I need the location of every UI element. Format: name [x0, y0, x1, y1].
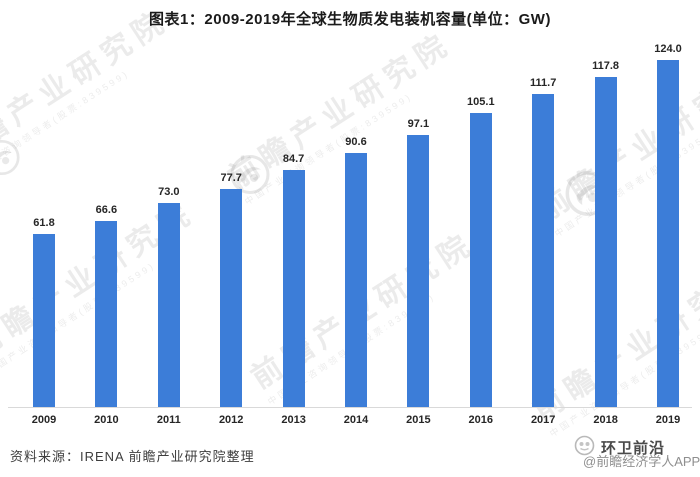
- bar-2017: [532, 94, 555, 407]
- bar-value-label: 77.7: [220, 172, 242, 184]
- x-axis-label: 2009: [31, 414, 57, 426]
- bar-2014: [345, 153, 367, 407]
- bar-2010: [95, 221, 118, 407]
- x-axis-label: 2012: [218, 414, 244, 426]
- x-axis-label: 2019: [655, 414, 681, 426]
- x-axis-label: 2015: [406, 414, 431, 426]
- bar-value-label: 84.7: [282, 153, 305, 165]
- bar-2013: [282, 170, 305, 407]
- bar-2016: [469, 113, 492, 407]
- bar-2009: [33, 234, 55, 407]
- bar-value-label: 66.6: [95, 204, 118, 216]
- bar-value-label: 61.8: [33, 217, 55, 229]
- x-axis-label: 2014: [343, 414, 369, 426]
- bar-2018: [594, 77, 617, 407]
- x-axis-label: 2011: [156, 414, 181, 426]
- app-credit: @前瞻经济学人APP: [583, 454, 700, 469]
- bar-2011: [157, 203, 180, 407]
- x-axis-label: 2013: [281, 414, 306, 426]
- bar-2012: [220, 189, 243, 407]
- account-watermark: 环卫前沿: [601, 440, 666, 457]
- x-axis-line: [8, 407, 692, 408]
- bar-value-label: 105.1: [467, 96, 495, 108]
- x-axis-label: 2016: [468, 414, 494, 426]
- account-avatar-icon: [574, 435, 595, 461]
- bar-2015: [407, 135, 430, 407]
- bar-value-label: 97.1: [407, 118, 430, 130]
- bar-2019: [657, 60, 679, 407]
- bar-value-label: 117.8: [592, 60, 620, 72]
- x-axis-label: 2010: [94, 414, 119, 426]
- bar-value-label: 124.0: [654, 43, 682, 55]
- page-title: 图表1：2009-2019年全球生物质发电装机容量(单位：GW): [149, 11, 551, 28]
- bar-value-label: 111.7: [530, 77, 557, 89]
- bar-value-label: 73.0: [158, 186, 180, 198]
- source-note: 资料来源：IRENA 前瞻产业研究院整理: [10, 449, 255, 464]
- x-axis-label: 2017: [530, 414, 556, 426]
- bar-value-label: 90.6: [345, 136, 367, 148]
- x-axis-label: 2018: [593, 414, 618, 426]
